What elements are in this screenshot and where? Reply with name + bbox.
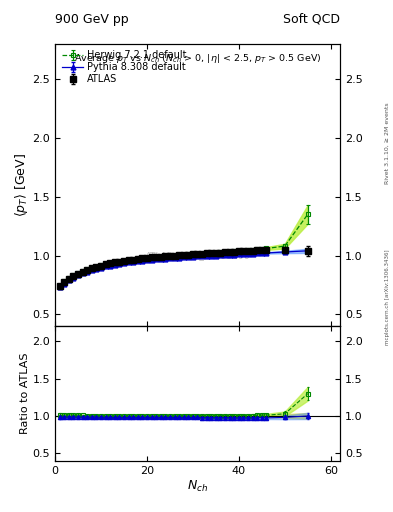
Y-axis label: $\langle p_T\rangle$ [GeV]: $\langle p_T\rangle$ [GeV] [13,153,29,217]
Text: Average $p_T$ vs $N_{ch}$ ($N_{ch}$ > 0, $|\eta|$ < 2.5, $p_T$ > 0.5 GeV): Average $p_T$ vs $N_{ch}$ ($N_{ch}$ > 0,… [74,52,321,65]
X-axis label: $N_{ch}$: $N_{ch}$ [187,478,208,494]
Text: Soft QCD: Soft QCD [283,13,340,26]
Y-axis label: Ratio to ATLAS: Ratio to ATLAS [20,353,29,434]
Legend: Herwig 7.2.1 default, Pythia 8.308 default, ATLAS: Herwig 7.2.1 default, Pythia 8.308 defau… [60,48,189,86]
Text: mcplots.cern.ch [arXiv:1306.3436]: mcplots.cern.ch [arXiv:1306.3436] [385,249,389,345]
Text: Rivet 3.1.10, ≥ 2M events: Rivet 3.1.10, ≥ 2M events [385,102,389,184]
Text: 900 GeV pp: 900 GeV pp [55,13,129,26]
Text: ATLAS_2010_S8591806: ATLAS_2010_S8591806 [145,251,250,260]
